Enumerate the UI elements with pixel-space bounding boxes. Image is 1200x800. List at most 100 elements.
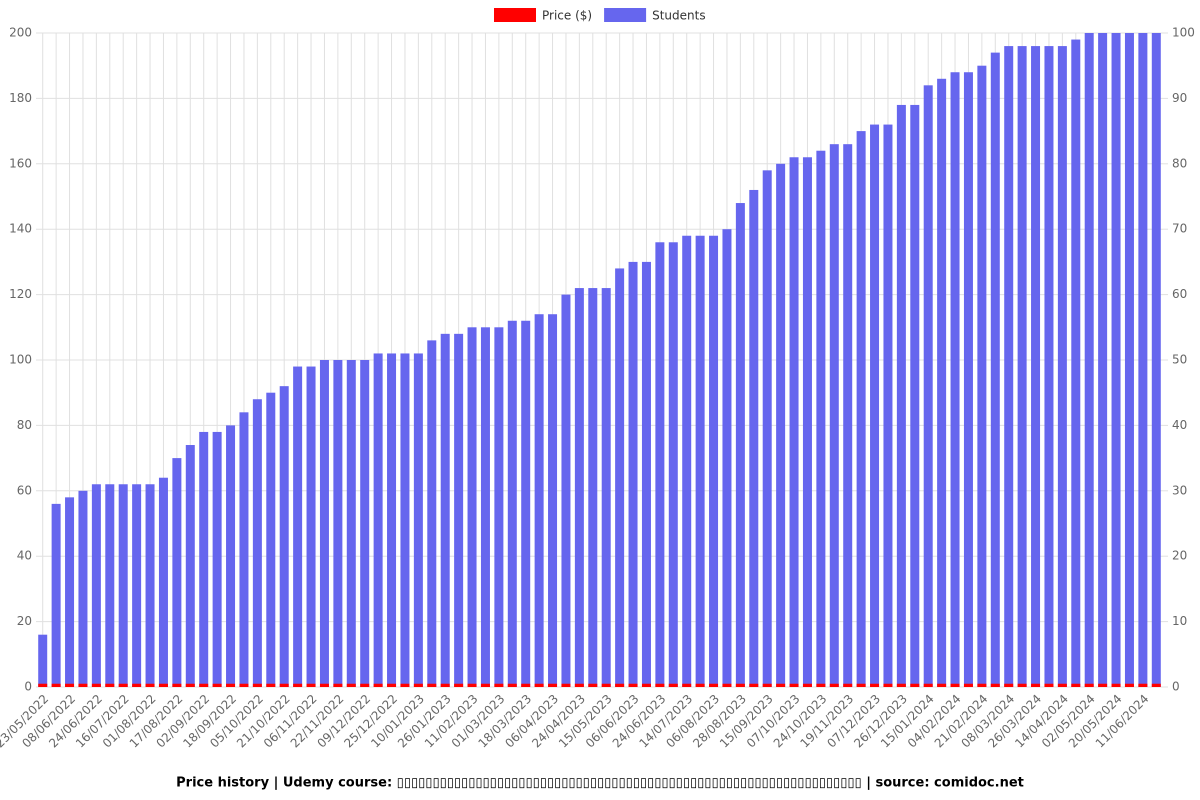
bar (454, 333, 464, 687)
bar (695, 235, 705, 688)
bar (937, 683, 947, 687)
bar (400, 353, 410, 687)
bar (91, 683, 101, 687)
y2-tick-label: 30 (1172, 483, 1187, 497)
y-tick-label: 120 (9, 287, 32, 301)
bar (51, 503, 61, 687)
bar (1111, 683, 1121, 687)
bar (574, 288, 584, 687)
bar (1138, 683, 1148, 687)
bar (239, 412, 249, 687)
bar (1151, 33, 1161, 687)
bar (65, 497, 75, 687)
bar (1084, 33, 1094, 687)
bar (494, 683, 504, 687)
bar (722, 683, 732, 687)
bar (266, 392, 276, 687)
bar (776, 683, 786, 687)
bar (158, 477, 168, 687)
y-tick-label: 100 (9, 353, 32, 367)
bar (950, 72, 960, 688)
bar (762, 683, 772, 687)
y2-tick-label: 60 (1172, 287, 1187, 301)
bar (534, 314, 544, 687)
bar (963, 683, 973, 687)
bar (1044, 683, 1054, 687)
bar (158, 683, 168, 687)
bar (870, 683, 880, 687)
bar (655, 683, 665, 687)
y-tick-label: 20 (17, 614, 32, 628)
bar (601, 683, 611, 687)
bar (427, 683, 437, 687)
bar (185, 683, 195, 687)
bar (735, 683, 745, 687)
bar (172, 683, 182, 687)
bar (360, 360, 370, 687)
bar (695, 683, 705, 687)
bar (601, 288, 611, 687)
bar (883, 683, 893, 687)
bar (789, 683, 799, 687)
bar (1017, 46, 1027, 687)
bar (615, 268, 625, 687)
bar (923, 85, 933, 687)
y2-tick-label: 20 (1172, 549, 1187, 563)
bar (293, 683, 303, 687)
bar (910, 683, 920, 687)
bar (1017, 683, 1027, 687)
bar (668, 683, 678, 687)
bar (132, 683, 142, 687)
legend-swatch (494, 8, 536, 22)
y2-tick-label: 0 (1172, 680, 1180, 694)
bar (427, 340, 437, 687)
bar (910, 104, 920, 687)
bar (105, 683, 115, 687)
bar (829, 144, 839, 687)
bar (950, 683, 960, 687)
bar (883, 124, 893, 687)
bar (923, 683, 933, 687)
bar (118, 683, 128, 687)
bar (1138, 33, 1148, 687)
bar (816, 150, 826, 688)
bar (373, 683, 383, 687)
bar (279, 683, 289, 687)
bar (856, 683, 866, 687)
bar (252, 683, 262, 687)
bar (829, 683, 839, 687)
bar (802, 683, 812, 687)
bar (682, 235, 692, 688)
bar (762, 170, 772, 688)
bar (561, 294, 571, 687)
bar (212, 431, 222, 687)
bar (749, 189, 759, 687)
bar (668, 242, 678, 687)
bar (91, 484, 101, 687)
bar (78, 490, 88, 687)
y-tick-label: 60 (17, 483, 32, 497)
bar (615, 683, 625, 687)
y2-tick-label: 80 (1172, 156, 1187, 170)
bar (749, 683, 759, 687)
bar (454, 683, 464, 687)
legend-swatch (604, 8, 647, 22)
bar (38, 683, 48, 687)
bar (145, 683, 155, 687)
bar (440, 683, 450, 687)
bar (521, 320, 531, 687)
bar (709, 683, 719, 687)
legend-label: Students (652, 9, 706, 23)
bar (1071, 683, 1081, 687)
y2-tick-label: 10 (1172, 614, 1187, 628)
bar (306, 366, 316, 687)
bar (413, 353, 423, 687)
bar (682, 683, 692, 687)
bar (574, 683, 584, 687)
bar (145, 484, 155, 687)
y-tick-label: 140 (9, 222, 32, 236)
bar (279, 386, 289, 687)
bar (494, 327, 504, 687)
bar (226, 683, 236, 687)
